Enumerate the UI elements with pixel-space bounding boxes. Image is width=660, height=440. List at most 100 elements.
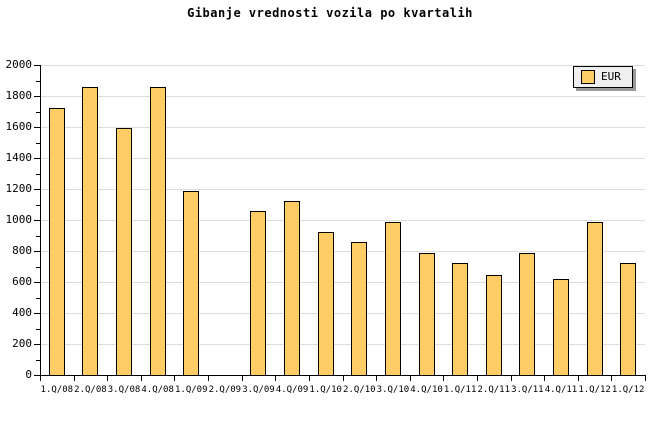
y-major-tick	[34, 313, 40, 314]
x-tick-label: 4.Q/10	[410, 385, 443, 395]
gridline	[41, 96, 645, 97]
x-tick-label: 2.Q/10	[343, 385, 376, 395]
x-tick	[174, 376, 176, 381]
x-tick	[645, 376, 646, 381]
x-tick-label: 3.Q/08	[107, 385, 141, 395]
bar	[317, 232, 334, 375]
y-tick-label: 800	[12, 244, 32, 257]
y-minor-tick	[36, 111, 40, 113]
x-tick	[544, 376, 546, 381]
x-tick	[241, 376, 243, 381]
bar	[183, 191, 200, 375]
bar	[384, 222, 401, 375]
y-minor-tick	[36, 297, 40, 299]
x-tick	[376, 376, 378, 381]
x-tick	[40, 376, 41, 381]
y-minor-tick	[36, 142, 40, 144]
y-minor-tick	[36, 328, 40, 330]
x-tick-label: 3.Q/09	[242, 385, 275, 395]
bar	[250, 211, 267, 375]
y-minor-tick	[36, 266, 40, 268]
gridline	[41, 313, 645, 314]
x-tick	[443, 376, 445, 381]
x-tick-label: 1.Q/08	[40, 385, 74, 395]
y-tick-label: 1600	[5, 120, 33, 133]
x-tick-label: 2.Q/08	[74, 385, 107, 395]
x-tick-label: 2.Q/09	[208, 385, 242, 395]
bar	[351, 242, 368, 375]
gridline	[41, 344, 645, 345]
y-major-tick	[34, 344, 40, 345]
y-minor-tick	[36, 80, 40, 82]
x-tick	[611, 376, 613, 381]
bar	[418, 253, 435, 375]
y-axis-line	[40, 65, 41, 376]
bar	[48, 108, 65, 375]
bar	[116, 128, 133, 375]
x-tick	[577, 376, 579, 381]
x-tick-label: 1.Q/12	[578, 385, 611, 395]
y-major-tick	[34, 127, 40, 128]
x-tick	[107, 376, 109, 381]
x-tick	[342, 376, 344, 381]
gridline	[41, 127, 645, 128]
y-tick-label: 1400	[5, 151, 33, 164]
bar	[620, 263, 637, 375]
x-tick-label: 3.Q/11	[511, 385, 544, 395]
y-tick-label: 1800	[5, 89, 33, 102]
x-tick-label: 1.Q/11	[443, 385, 477, 395]
x-tick	[308, 376, 310, 381]
x-axis-line	[40, 375, 646, 376]
y-minor-tick	[36, 173, 40, 175]
y-major-tick	[34, 158, 40, 159]
y-minor-tick	[36, 204, 40, 206]
bar	[519, 253, 536, 375]
bar	[586, 222, 603, 375]
gridline	[41, 158, 645, 159]
y-major-tick	[34, 220, 40, 221]
y-major-tick	[34, 375, 40, 376]
bar	[452, 263, 469, 375]
y-major-tick	[34, 65, 40, 66]
x-tick-label: 3.Q/10	[376, 385, 410, 395]
bar	[552, 279, 569, 375]
y-tick-label: 2000	[5, 58, 33, 71]
y-tick-label: 1200	[5, 182, 33, 195]
y-tick-label: 1000	[5, 213, 33, 226]
x-tick	[275, 376, 277, 381]
y-tick-label: 200	[12, 337, 32, 350]
x-tick	[409, 376, 411, 381]
x-tick-label: 4.Q/09	[275, 385, 309, 395]
y-major-tick	[34, 189, 40, 190]
gridline	[41, 220, 645, 221]
legend-swatch-icon	[581, 70, 595, 84]
gridline	[41, 189, 645, 190]
y-tick-label: 600	[12, 275, 32, 288]
x-tick	[208, 376, 210, 381]
x-tick-label: 1.Q/09	[174, 385, 208, 395]
x-tick	[73, 376, 75, 381]
gridline	[41, 65, 645, 66]
bar	[149, 87, 166, 375]
x-tick	[140, 376, 142, 381]
y-tick-label: 400	[12, 306, 32, 319]
y-major-tick	[34, 282, 40, 283]
bar	[485, 275, 502, 375]
gridline	[41, 251, 645, 252]
y-minor-tick	[36, 359, 40, 361]
bar	[284, 201, 301, 375]
x-tick-label: 2.Q/11	[477, 385, 510, 395]
x-tick-label: 1.Q/10	[309, 385, 342, 395]
legend-label: EUR	[601, 70, 621, 83]
y-tick-label: 0	[25, 368, 32, 381]
gridline	[41, 282, 645, 283]
y-minor-tick	[36, 235, 40, 237]
x-tick	[476, 376, 478, 381]
bar	[82, 87, 99, 375]
chart-title: Gibanje vrednosti vozila po kvartalih	[187, 6, 473, 20]
legend: EUR	[573, 66, 633, 88]
x-tick-label: 4.Q/11	[544, 385, 578, 395]
x-tick	[510, 376, 512, 381]
y-major-tick	[34, 251, 40, 252]
